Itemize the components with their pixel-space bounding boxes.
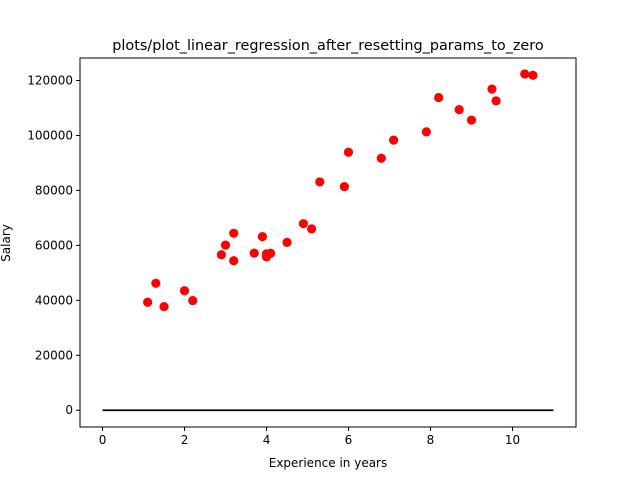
x-tick-label: 6	[345, 433, 353, 447]
plot-area: 0 2 4 6 8 10 0 20000 40000 60000 80000 100000 120000	[27, 57, 577, 447]
data-point	[307, 224, 317, 234]
y-tick-label: 20000	[35, 348, 73, 362]
data-point	[188, 296, 198, 306]
data-point	[339, 181, 349, 192]
chart-title: plots/plot_linear_regression_after_reset…	[112, 38, 544, 54]
data-point	[216, 250, 227, 260]
data-point	[257, 231, 268, 242]
y-tick-label: 80000	[35, 183, 73, 197]
x-tick-label: 0	[99, 433, 107, 447]
data-point	[454, 105, 464, 115]
data-point	[179, 286, 190, 296]
data-point	[298, 219, 309, 229]
y-tick-label: 120000	[27, 74, 73, 88]
data-point	[315, 177, 325, 187]
data-point	[220, 240, 231, 250]
axes-frame	[79, 57, 577, 428]
data-point	[229, 228, 239, 238]
y-tick-label: 100000	[27, 128, 73, 142]
data-point	[491, 96, 501, 106]
x-tick-label: 4	[263, 433, 271, 447]
data-point	[159, 302, 169, 312]
data-point	[487, 84, 497, 94]
data-point	[376, 153, 386, 163]
y-tick-label: 0	[65, 403, 73, 417]
y-tick-label: 60000	[35, 238, 73, 252]
data-point	[528, 70, 538, 80]
x-axis-label: Experience in years	[269, 456, 388, 470]
data-point	[266, 248, 276, 258]
data-point	[229, 256, 239, 266]
data-point	[249, 248, 259, 258]
data-point	[151, 278, 161, 288]
y-tick-label: 40000	[35, 293, 73, 307]
data-point	[143, 297, 153, 307]
x-tick-label: 8	[427, 433, 435, 447]
data-point	[434, 92, 444, 103]
data-point	[421, 127, 431, 137]
data-point	[520, 69, 530, 79]
data-point	[388, 135, 399, 145]
data-point	[282, 237, 292, 247]
data-point	[343, 147, 354, 157]
y-axis-label: Salary	[0, 224, 13, 262]
x-tick-label: 10	[505, 433, 520, 447]
x-tick-label: 2	[181, 433, 189, 447]
data-point	[466, 115, 477, 125]
